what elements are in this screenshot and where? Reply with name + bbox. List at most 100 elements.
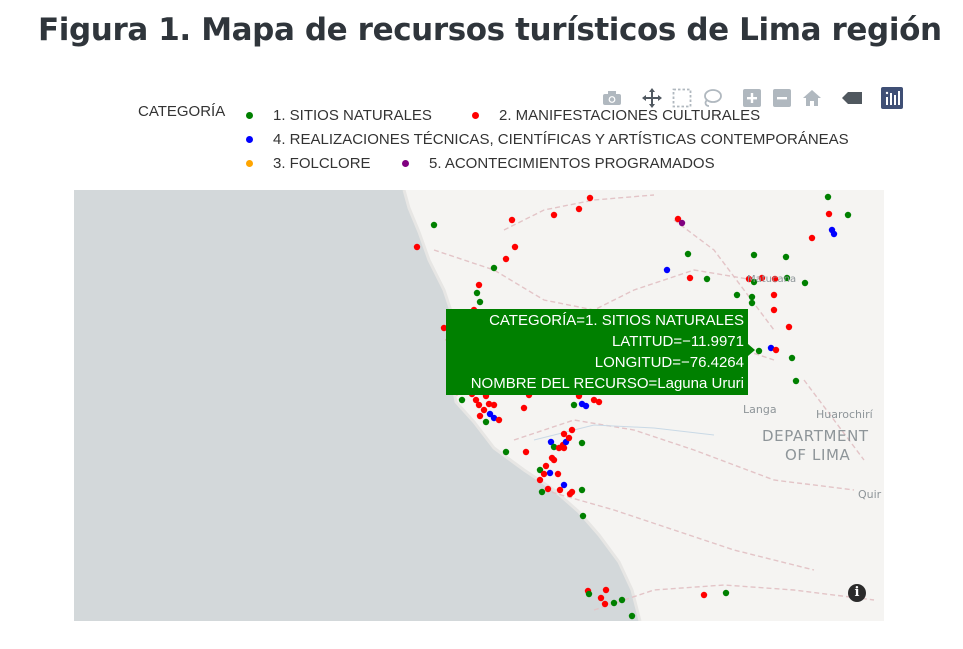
marker-sitio-natural[interactable] bbox=[578, 439, 586, 447]
marker-realizacion-tecnica[interactable] bbox=[546, 469, 554, 477]
marker-manifestacion-cultural[interactable] bbox=[758, 274, 766, 282]
marker-sitio-natural[interactable] bbox=[788, 354, 796, 362]
marker-manifestacion-cultural[interactable] bbox=[595, 398, 603, 406]
marker-sitio-natural[interactable] bbox=[755, 347, 763, 355]
marker-manifestacion-cultural[interactable] bbox=[485, 400, 493, 408]
marker-realizacion-tecnica[interactable] bbox=[547, 438, 555, 446]
marker-manifestacion-cultural[interactable] bbox=[550, 211, 558, 219]
marker-sitio-natural[interactable] bbox=[538, 488, 546, 496]
marker-acontecimiento[interactable] bbox=[678, 219, 686, 227]
marker-manifestacion-cultural[interactable] bbox=[597, 594, 605, 602]
marker-manifestacion-cultural[interactable] bbox=[536, 476, 544, 484]
marker-sitio-natural[interactable] bbox=[458, 396, 466, 404]
toggle-hover-icon[interactable] bbox=[840, 86, 864, 110]
marker-sitio-natural[interactable] bbox=[585, 590, 593, 598]
lasso-select-icon[interactable] bbox=[700, 86, 724, 110]
marker-manifestacion-cultural[interactable] bbox=[772, 346, 780, 354]
marker-sitio-natural[interactable] bbox=[550, 443, 558, 451]
marker-sitio-natural[interactable] bbox=[490, 264, 498, 272]
marker-sitio-natural[interactable] bbox=[733, 291, 741, 299]
marker-realizacion-tecnica[interactable] bbox=[767, 344, 775, 352]
plotly-logo-icon[interactable] bbox=[880, 86, 904, 110]
marker-manifestacion-cultural[interactable] bbox=[490, 401, 498, 409]
marker-manifestacion-cultural[interactable] bbox=[480, 406, 488, 414]
marker-sitio-natural[interactable] bbox=[748, 293, 756, 301]
marker-manifestacion-cultural[interactable] bbox=[475, 401, 483, 409]
legend-item-acontecimientos-programados[interactable]: 5. ACONTECIMIENTOS PROGRAMADOS bbox=[402, 155, 715, 172]
marker-sitio-natural[interactable] bbox=[782, 253, 790, 261]
camera-icon[interactable] bbox=[600, 86, 624, 110]
marker-sitio-natural[interactable] bbox=[430, 221, 438, 229]
marker-manifestacion-cultural[interactable] bbox=[556, 486, 564, 494]
marker-manifestacion-cultural[interactable] bbox=[565, 434, 573, 442]
marker-manifestacion-cultural[interactable] bbox=[508, 216, 516, 224]
marker-manifestacion-cultural[interactable] bbox=[568, 426, 576, 434]
marker-manifestacion-cultural[interactable] bbox=[554, 470, 562, 478]
marker-manifestacion-cultural[interactable] bbox=[520, 404, 528, 412]
marker-sitio-natural[interactable] bbox=[628, 612, 636, 620]
marker-sitio-natural[interactable] bbox=[722, 589, 730, 597]
marker-manifestacion-cultural[interactable] bbox=[475, 281, 483, 289]
marker-sitio-natural[interactable] bbox=[536, 466, 544, 474]
legend-item-manifestaciones-culturales[interactable]: 2. MANIFESTACIONES CULTURALES bbox=[472, 107, 760, 124]
marker-sitio-natural[interactable] bbox=[570, 401, 578, 409]
marker-manifestacion-cultural[interactable] bbox=[770, 291, 778, 299]
marker-manifestacion-cultural[interactable] bbox=[560, 444, 568, 452]
marker-manifestacion-cultural[interactable] bbox=[601, 600, 609, 608]
marker-sitio-natural[interactable] bbox=[783, 274, 791, 282]
marker-realizacion-tecnica[interactable] bbox=[490, 414, 498, 422]
marker-manifestacion-cultural[interactable] bbox=[522, 448, 530, 456]
marker-manifestacion-cultural[interactable] bbox=[440, 324, 448, 332]
legend-item-folclore[interactable]: 3. FOLCLORE bbox=[246, 155, 371, 172]
marker-manifestacion-cultural[interactable] bbox=[825, 210, 833, 218]
marker-realizacion-tecnica[interactable] bbox=[486, 410, 494, 418]
marker-sitio-natural[interactable] bbox=[618, 596, 626, 604]
marker-manifestacion-cultural[interactable] bbox=[511, 243, 519, 251]
marker-sitio-natural[interactable] bbox=[502, 448, 510, 456]
marker-manifestacion-cultural[interactable] bbox=[548, 454, 556, 462]
marker-manifestacion-cultural[interactable] bbox=[808, 234, 816, 242]
marker-manifestacion-cultural[interactable] bbox=[674, 215, 682, 223]
marker-sitio-natural[interactable] bbox=[792, 377, 800, 385]
pan-icon[interactable] bbox=[640, 86, 664, 110]
marker-manifestacion-cultural[interactable] bbox=[560, 430, 568, 438]
marker-realizacion-tecnica[interactable] bbox=[830, 230, 838, 238]
marker-sitio-natural[interactable] bbox=[473, 289, 481, 297]
marker-manifestacion-cultural[interactable] bbox=[566, 490, 574, 498]
marker-manifestacion-cultural[interactable] bbox=[770, 306, 778, 314]
marker-manifestacion-cultural[interactable] bbox=[590, 396, 598, 404]
marker-manifestacion-cultural[interactable] bbox=[413, 243, 421, 251]
marker-sitio-natural[interactable] bbox=[482, 418, 490, 426]
marker-sitio-natural[interactable] bbox=[476, 298, 484, 306]
marker-manifestacion-cultural[interactable] bbox=[542, 462, 550, 470]
marker-manifestacion-cultural[interactable] bbox=[472, 396, 480, 404]
marker-sitio-natural[interactable] bbox=[610, 599, 618, 607]
marker-sitio-natural[interactable] bbox=[703, 275, 711, 283]
map-canvas[interactable]: Matucana Langa Huarochirí DEPARTMENT OF … bbox=[74, 190, 884, 621]
marker-sitio-natural[interactable] bbox=[801, 279, 809, 287]
marker-realizacion-tecnica[interactable] bbox=[582, 402, 590, 410]
marker-manifestacion-cultural[interactable] bbox=[544, 485, 552, 493]
marker-sitio-natural[interactable] bbox=[824, 193, 832, 201]
marker-sitio-natural[interactable] bbox=[684, 250, 692, 258]
marker-sitio-natural[interactable] bbox=[750, 251, 758, 259]
marker-sitio-natural[interactable] bbox=[579, 512, 587, 520]
legend-item-realizaciones-tecnicas[interactable]: 4. REALIZACIONES TÉCNICAS, CIENTÍFICAS Y… bbox=[246, 131, 849, 148]
marker-sitio-natural[interactable] bbox=[748, 299, 756, 307]
marker-manifestacion-cultural[interactable] bbox=[502, 255, 510, 263]
box-select-icon[interactable] bbox=[670, 86, 694, 110]
marker-manifestacion-cultural[interactable] bbox=[586, 194, 594, 202]
info-icon[interactable]: i bbox=[848, 584, 866, 602]
marker-manifestacion-cultural[interactable] bbox=[700, 591, 708, 599]
marker-sitio-natural[interactable] bbox=[750, 278, 758, 286]
marker-sitio-natural[interactable] bbox=[578, 486, 586, 494]
zoom-out-icon[interactable] bbox=[770, 86, 794, 110]
marker-manifestacion-cultural[interactable] bbox=[771, 275, 779, 283]
marker-manifestacion-cultural[interactable] bbox=[745, 275, 753, 283]
marker-realizacion-tecnica[interactable] bbox=[663, 266, 671, 274]
zoom-in-icon[interactable] bbox=[740, 86, 764, 110]
marker-realizacion-tecnica[interactable] bbox=[560, 481, 568, 489]
marker-manifestacion-cultural[interactable] bbox=[476, 412, 484, 420]
marker-manifestacion-cultural[interactable] bbox=[686, 274, 694, 282]
legend-item-sitios-naturales[interactable]: 1. SITIOS NATURALES bbox=[246, 107, 432, 124]
